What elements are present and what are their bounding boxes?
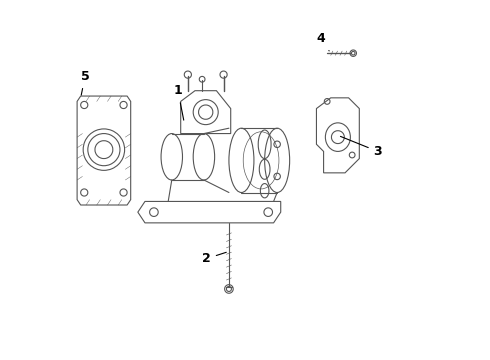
Text: 1: 1 bbox=[173, 84, 184, 120]
Text: 2: 2 bbox=[202, 252, 226, 265]
Text: 4: 4 bbox=[317, 32, 329, 51]
Text: 5: 5 bbox=[81, 70, 90, 95]
Text: 3: 3 bbox=[341, 136, 382, 158]
